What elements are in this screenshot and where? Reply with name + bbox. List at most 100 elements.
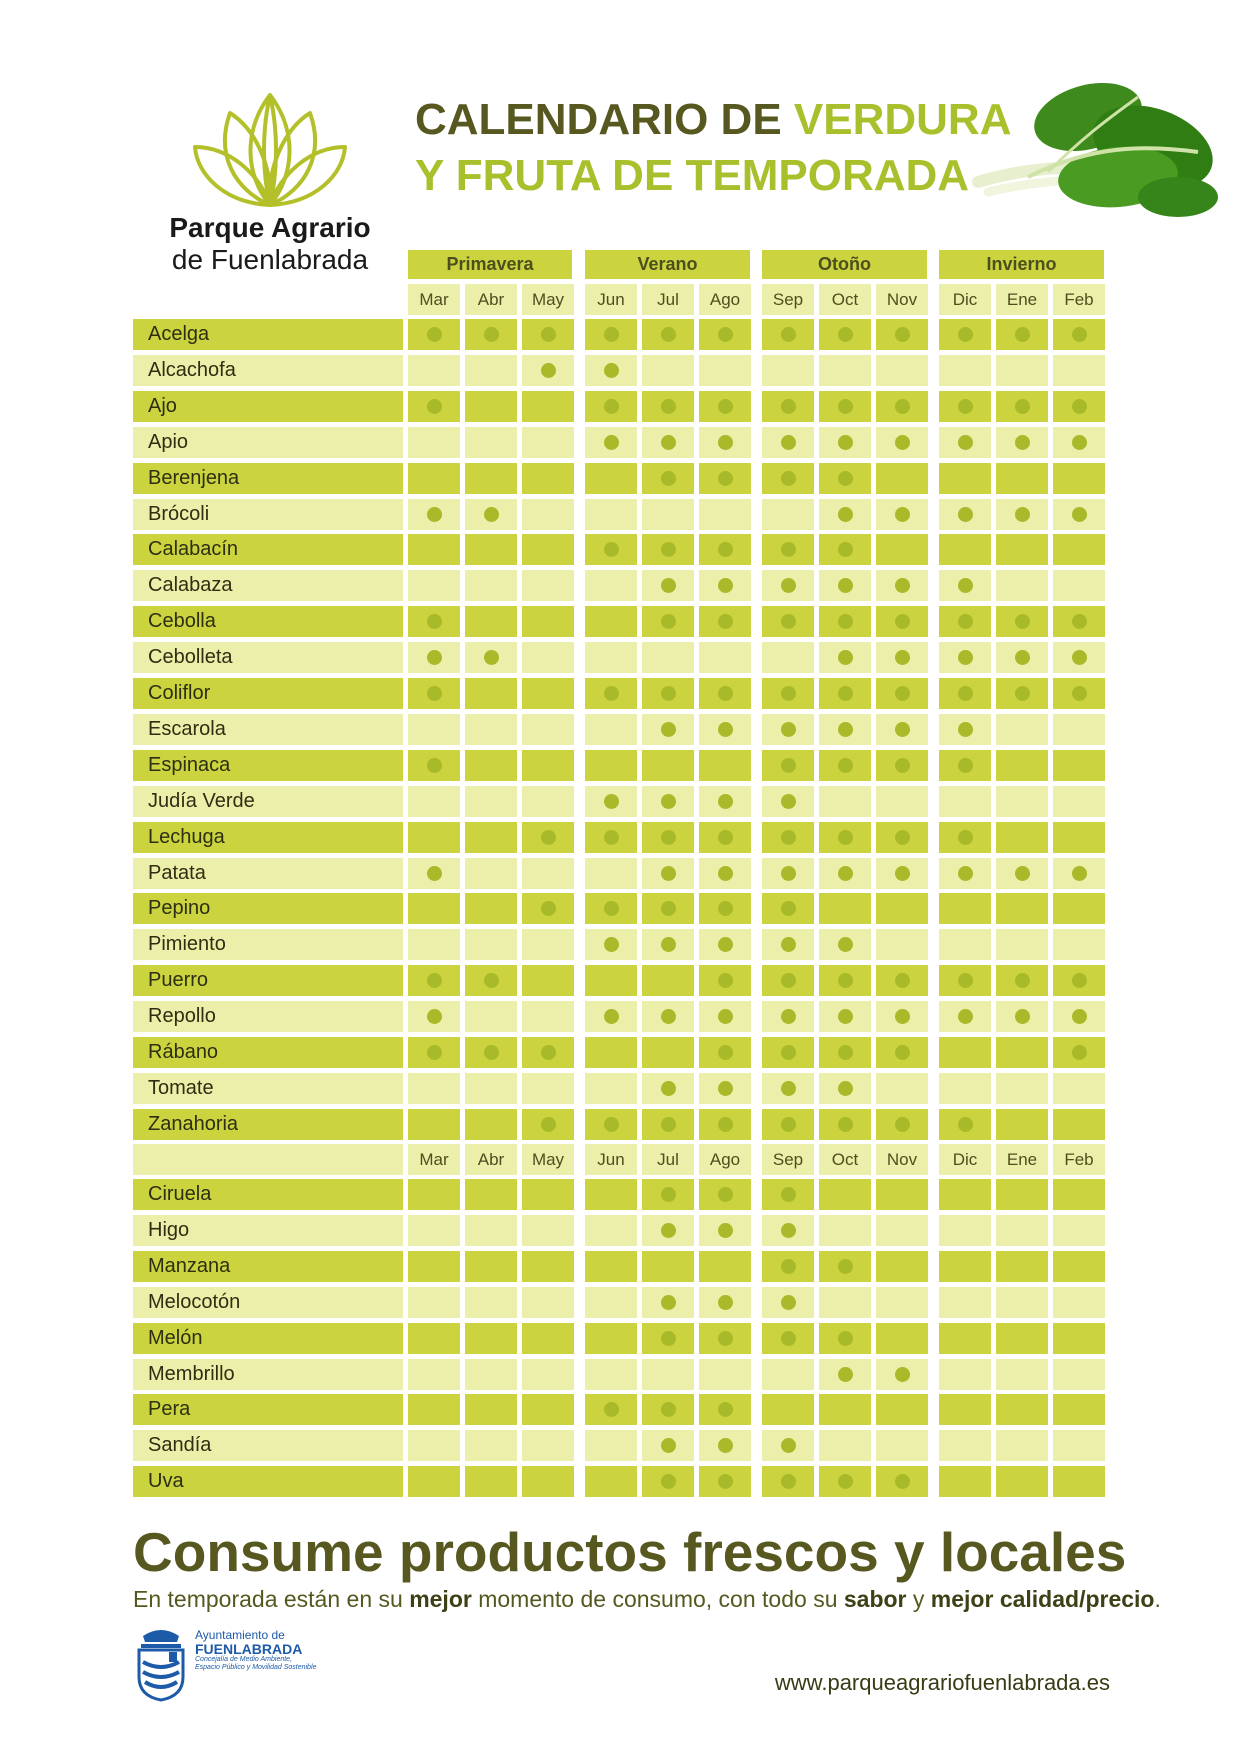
vegetable-row-cell — [465, 499, 517, 530]
vegetable-row-cell — [996, 1001, 1048, 1032]
vegetable-row-cell — [465, 1001, 517, 1032]
fruit-row-cell — [996, 1359, 1048, 1390]
vegetable-row-cell — [996, 822, 1048, 853]
season-dot-icon — [660, 686, 676, 701]
vegetable-row-cell — [642, 606, 694, 637]
vegetable-row-cell — [699, 893, 751, 924]
vegetable-row-cell — [1053, 319, 1105, 350]
fruit-row-cell — [876, 1430, 928, 1461]
vegetable-row-cell — [642, 534, 694, 565]
fruit-month-header-jul: Jul — [642, 1144, 694, 1175]
fruit-row-cell — [465, 1430, 517, 1461]
vegetable-row-cell — [762, 714, 814, 745]
website-link[interactable]: www.parqueagrariofuenlabrada.es — [774, 1670, 1110, 1695]
vegetable-row-cell — [642, 570, 694, 601]
fruit-row-cell — [996, 1394, 1048, 1425]
vegetable-row-cell — [996, 678, 1048, 709]
vegetable-row-label: Ajo — [133, 391, 403, 422]
month-header-oct: Oct — [819, 284, 871, 315]
vegetable-row-cell — [939, 750, 991, 781]
fruit-row-cell — [585, 1359, 637, 1390]
vegetable-row-cell — [819, 499, 871, 530]
vegetable-row-cell — [996, 463, 1048, 494]
vegetable-row-cell — [996, 750, 1048, 781]
vegetable-row-cell — [1053, 965, 1105, 996]
fruit-row-cell — [585, 1394, 637, 1425]
vegetable-row-cell — [522, 786, 574, 817]
season-dot-icon — [660, 578, 676, 593]
vegetable-row-cell — [819, 319, 871, 350]
vegetable-row-cell — [996, 786, 1048, 817]
vegetable-row-cell — [522, 893, 574, 924]
vegetable-row-cell — [819, 355, 871, 386]
fruit-row-cell — [1053, 1466, 1105, 1497]
vegetable-row-cell — [819, 642, 871, 673]
vegetable-row-cell — [876, 319, 928, 350]
season-dot-icon — [957, 327, 973, 342]
season-dot-icon — [780, 578, 796, 593]
vegetable-row-cell — [876, 499, 928, 530]
vegetable-row-cell — [939, 319, 991, 350]
vegetable-row-cell — [408, 893, 460, 924]
vegetable-row-cell — [762, 678, 814, 709]
season-dot-icon — [780, 471, 796, 486]
season-dot-icon — [603, 399, 619, 414]
vegetable-row-cell — [408, 1001, 460, 1032]
fruit-row-cell — [699, 1430, 751, 1461]
season-dot-icon — [837, 973, 853, 988]
vegetable-row-label: Pimiento — [133, 929, 403, 960]
season-dot-icon — [957, 866, 973, 881]
title-part-1: CALENDARIO DE — [415, 95, 794, 144]
vegetable-row-cell — [876, 750, 928, 781]
season-dot-icon — [660, 722, 676, 737]
vegetable-row-cell — [939, 463, 991, 494]
fruit-row-cell — [1053, 1394, 1105, 1425]
fruit-row-cell — [819, 1394, 871, 1425]
season-dot-icon — [717, 327, 733, 342]
season-dot-icon — [894, 1009, 910, 1024]
fruit-row-label: Uva — [133, 1466, 403, 1497]
season-dot-icon — [603, 363, 619, 378]
fruit-row-cell — [762, 1179, 814, 1210]
vegetable-row-cell — [642, 1001, 694, 1032]
vegetable-row-cell — [585, 499, 637, 530]
lotus-logo-icon — [193, 93, 347, 207]
season-dot-icon — [660, 614, 676, 629]
vegetable-row-cell — [762, 1109, 814, 1140]
season-dot-icon — [1014, 866, 1030, 881]
season-dot-icon — [837, 830, 853, 845]
vegetable-row-cell — [465, 786, 517, 817]
fruit-month-header-dic: Dic — [939, 1144, 991, 1175]
fruit-row-cell — [642, 1323, 694, 1354]
vegetable-row-cell — [819, 606, 871, 637]
vegetable-row-cell — [699, 534, 751, 565]
vegetable-row-cell — [876, 929, 928, 960]
vegetable-row-cell — [939, 499, 991, 530]
season-dot-icon — [780, 1331, 796, 1346]
fruit-row-cell — [819, 1215, 871, 1246]
season-dot-icon — [1071, 973, 1087, 988]
season-dot-icon — [540, 363, 556, 378]
season-dot-icon — [603, 937, 619, 952]
vegetable-row-cell — [762, 642, 814, 673]
season-dot-icon — [660, 1331, 676, 1346]
vegetable-row-label: Judía Verde — [133, 786, 403, 817]
season-dot-icon — [717, 901, 733, 916]
fruit-row-cell — [522, 1287, 574, 1318]
vegetable-row-cell — [585, 786, 637, 817]
season-dot-icon — [894, 435, 910, 450]
season-dot-icon — [426, 1009, 442, 1024]
fruit-row-cell — [408, 1466, 460, 1497]
season-dot-icon — [426, 973, 442, 988]
month-header-sep: Sep — [762, 284, 814, 315]
vegetable-row-label: Tomate — [133, 1073, 403, 1104]
chard-image — [972, 82, 1218, 217]
season-dot-icon — [717, 1045, 733, 1060]
vegetable-row-cell — [819, 822, 871, 853]
season-dot-icon — [717, 435, 733, 450]
season-dot-icon — [837, 327, 853, 342]
season-dot-icon — [894, 686, 910, 701]
subtitle-bold-1: mejor — [409, 1586, 472, 1612]
season-dot-icon — [894, 1367, 910, 1382]
fruit-row-cell — [408, 1323, 460, 1354]
